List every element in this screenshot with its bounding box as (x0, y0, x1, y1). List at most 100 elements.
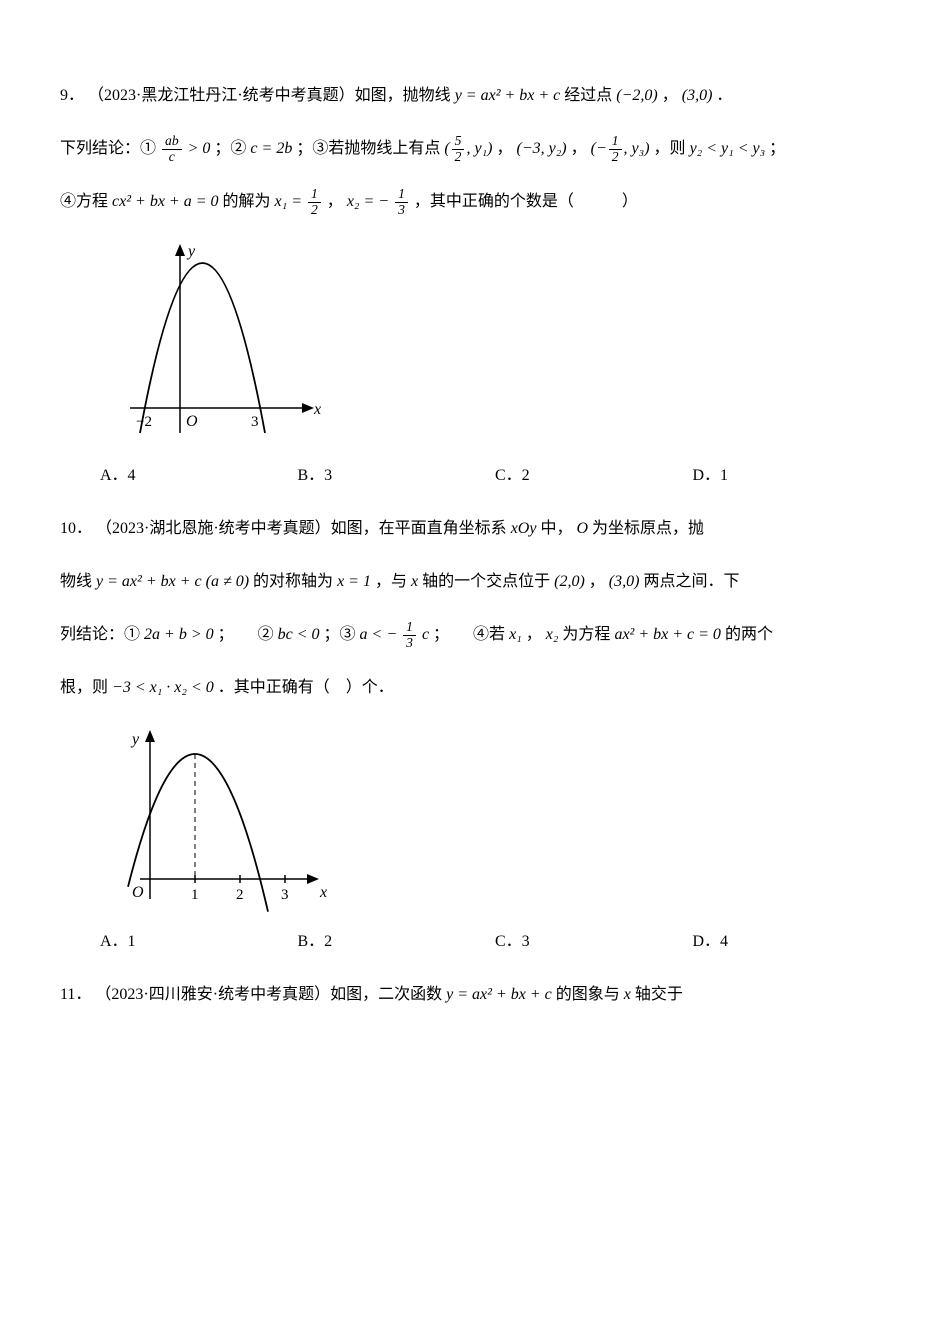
q10-opt-d: D．4 (693, 924, 891, 959)
q10-line3: 列结论：① 2a + b > 0 ； ② bc < 0 ；③ a < − 1 3… (60, 617, 890, 652)
q9-pt2: (3,0) (682, 87, 713, 104)
q9-semi1: ； (769, 140, 785, 157)
svg-text:1: 1 (191, 887, 199, 903)
q10-pt1: (2,0) (554, 573, 585, 590)
q10-line4a: 根，则 (60, 679, 108, 696)
q9-x1-frac: 1 2 (308, 187, 321, 218)
q9-line2a: 下列结论：① (60, 140, 156, 157)
q9-line3a: ④方程 (60, 193, 108, 210)
q10-line2b: 的对称轴为 (253, 573, 333, 590)
q10-c3pre: a < − (360, 626, 398, 643)
q10-line3b: 为方程 (562, 626, 610, 643)
q10-opt-c: C．3 (495, 924, 693, 959)
q10-line2c: ，与 (375, 573, 407, 590)
q9-line2c: ；③若抛物线上有点 (296, 140, 440, 157)
q9-comma1: ， (662, 87, 678, 104)
svg-text:y: y (186, 243, 196, 260)
q9-cond1-post: > 0 (188, 140, 211, 157)
svg-text:2: 2 (236, 887, 244, 903)
q10-comma2: ， (526, 626, 542, 643)
q9-x1pre: x₁ = (275, 193, 306, 210)
svg-text:O: O (186, 413, 198, 430)
q10-line2: 物线 y = ax² + bx + c (a ≠ 0) 的对称轴为 x = 1 … (60, 564, 890, 599)
q11-tail: 的图象与 (556, 986, 620, 1003)
q9-opt-c: C．2 (495, 458, 693, 493)
q10-opt-b: B．2 (298, 924, 496, 959)
q9-pt3: (52, y₁) (444, 140, 496, 157)
q9-eq1: y = ax² + bx + c (455, 87, 565, 104)
q9-comma3: ， (571, 140, 587, 157)
q10-mid1b: 为坐标原点，抛 (592, 520, 704, 537)
q10-s3: ； ④若 (433, 626, 505, 643)
q9-cond3: y₂ < y₁ < y₃ (690, 140, 766, 157)
q10-c1: 2a + b > 0 (144, 626, 214, 643)
q11-tail2: 轴交于 (635, 986, 683, 1003)
q9-line2: 下列结论：① ab c > 0 ；② c = 2b ；③若抛物线上有点 (52,… (60, 131, 890, 166)
q9-line3c: ，其中正确的个数是（ ） (414, 193, 638, 210)
q9-src: （2023·黑龙江牡丹江·统考中考真题）如图，抛物线 (88, 87, 451, 104)
svg-text:3: 3 (251, 414, 259, 430)
q10-line2d: 轴的一个交点位于 (422, 573, 550, 590)
q9-opt-b: B．3 (298, 458, 496, 493)
q10-c2: bc < 0 (278, 626, 320, 643)
q10-s1: ； ② (218, 626, 274, 643)
q10-sym: x = 1 (337, 573, 371, 590)
q10-x2: x₂ (546, 626, 559, 643)
q9-opt-a: A．4 (100, 458, 298, 493)
q11-xaxis: x (624, 986, 631, 1003)
q9-cond2: c = 2b (250, 140, 292, 157)
q10-graph: y x O 1 2 3 (120, 724, 340, 914)
q9-line2b: ；② (214, 140, 246, 157)
q9-opt-d: D．1 (693, 458, 891, 493)
q11-src: （2023·四川雅安·统考中考真题）如图，二次函数 (95, 986, 442, 1003)
q10-src: （2023·湖北恩施·统考中考真题）如图，在平面直角坐标系 (96, 520, 507, 537)
q10-line2e: 两点之间．下 (643, 573, 739, 590)
q9-x2pre: x₂ = − (347, 193, 389, 210)
q10-line4: 根，则 −3 < x₁ · x₂ < 0 ．其中正确有（ ）个． (60, 670, 890, 705)
q10-s2: ；③ (324, 626, 356, 643)
q9-line3b: 的解为 (223, 193, 271, 210)
q10-xaxis: x (411, 573, 418, 590)
q10-O: O (576, 520, 588, 537)
q10-comma1: ， (589, 573, 605, 590)
q9-comma2: ， (496, 140, 512, 157)
q10-sys: xOy (511, 520, 537, 537)
q11-line1: 11． （2023·四川雅安·统考中考真题）如图，二次函数 y = ax² + … (60, 977, 890, 1012)
q9-line1: 9． （2023·黑龙江牡丹江·统考中考真题）如图，抛物线 y = ax² + … (60, 78, 890, 113)
q10-mid1: 中， (540, 520, 572, 537)
svg-text:x: x (319, 884, 327, 901)
q9-x2-frac: 1 3 (395, 187, 408, 218)
q10-options: A．1 B．2 C．3 D．4 (100, 924, 890, 959)
q9-line3: ④方程 cx² + bx + a = 0 的解为 x₁ = 1 2 ， x₂ =… (60, 184, 890, 219)
q10-eq1: y = ax² + bx + c (a ≠ 0) (96, 573, 249, 590)
q9-tail2: ，则 (654, 140, 686, 157)
q10-line1: 10． （2023·湖北恩施·统考中考真题）如图，在平面直角坐标系 xOy 中，… (60, 511, 890, 546)
q9-graph: yxO−23 (120, 238, 340, 448)
q10-number: 10． (60, 520, 92, 537)
q10-opt-a: A．1 (100, 924, 298, 959)
svg-text:3: 3 (281, 887, 289, 903)
q10-line4b: ．其中正确有（ ）个． (218, 679, 394, 696)
q11-number: 11． (60, 986, 91, 1003)
q10-eq2: ax² + bx + c = 0 (614, 626, 721, 643)
q9-period1: ． (716, 87, 732, 104)
q11-eq1: y = ax² + bx + c (446, 986, 552, 1003)
q10-pt2: (3,0) (609, 573, 640, 590)
svg-text:x: x (313, 401, 321, 418)
q9-number: 9． (60, 87, 84, 104)
svg-text:O: O (132, 884, 144, 901)
q10-c4: −3 < x₁ · x₂ < 0 (112, 679, 214, 696)
q10-c3suf: c (422, 626, 429, 643)
svg-text:y: y (130, 731, 140, 748)
q9-options: A．4 B．3 C．2 D．1 (100, 458, 890, 493)
q9-cond1-frac: ab c (162, 134, 182, 165)
q10-x1: x₁ (509, 626, 522, 643)
q10-c3-frac: 1 3 (403, 620, 416, 651)
q9-mid1: 经过点 (564, 87, 612, 104)
q10-line3a: 列结论：① (60, 626, 140, 643)
q9-pt5: (−12, y₃) (591, 140, 654, 157)
q9-pt4: (−3, y₂) (516, 140, 566, 157)
q9-eq2: cx² + bx + a = 0 (112, 193, 219, 210)
q10-line3c: 的两个 (725, 626, 773, 643)
q9-comma4: ， (327, 193, 343, 210)
